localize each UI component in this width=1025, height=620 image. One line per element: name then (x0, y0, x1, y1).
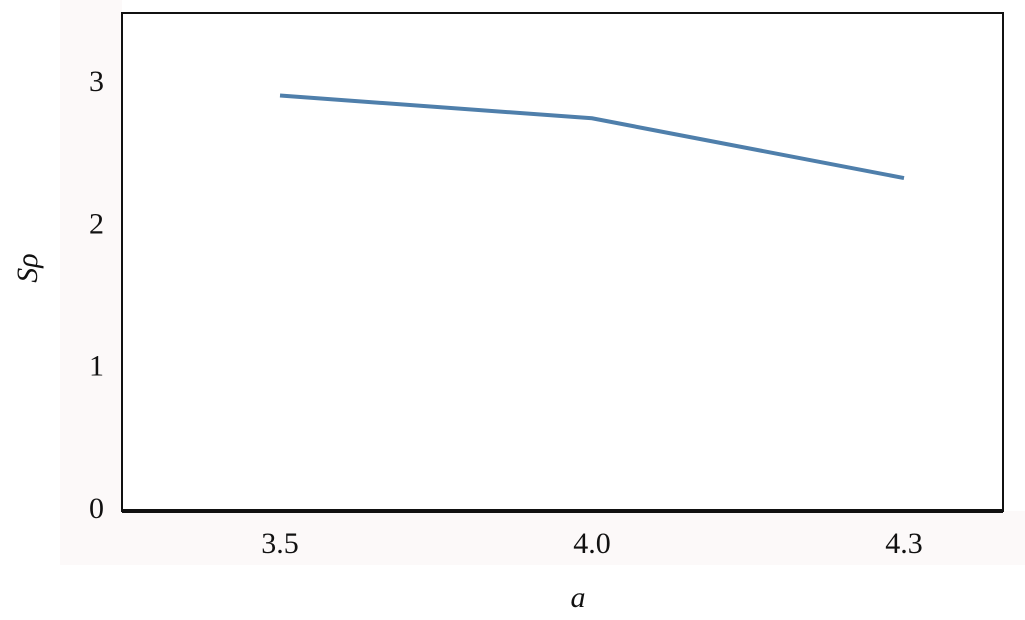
y-tick-label: 2 (89, 207, 104, 240)
y-axis-label: Sρ (11, 253, 44, 282)
y-tick-label: 0 (89, 492, 104, 525)
x-tick-label: 4.0 (573, 527, 611, 560)
x-axis-label: a (571, 581, 586, 614)
axis-background (60, 0, 122, 565)
axis-background (122, 511, 1025, 565)
y-tick-label: 3 (89, 65, 104, 98)
x-tick-label: 3.5 (261, 527, 299, 560)
y-tick-label: 1 (89, 350, 104, 383)
data-line (279, 93, 905, 181)
plot-frame (121, 12, 1004, 512)
x-tick-label: 4.3 (885, 527, 923, 560)
